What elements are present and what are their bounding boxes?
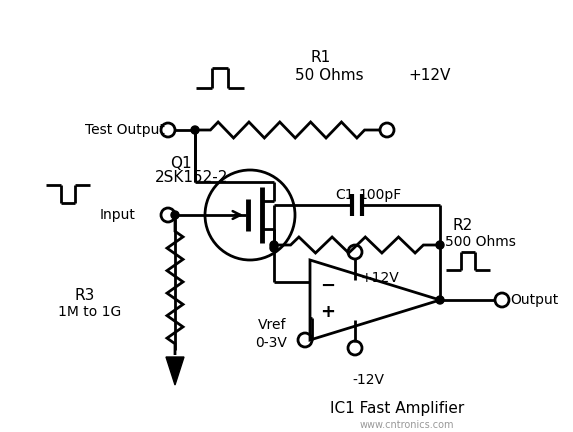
Circle shape (436, 296, 444, 304)
Text: 2SK152-2: 2SK152-2 (155, 171, 229, 185)
Text: +12V: +12V (360, 271, 399, 285)
Text: R3: R3 (75, 288, 95, 302)
Text: Test Output: Test Output (85, 123, 165, 137)
Circle shape (270, 244, 278, 252)
Text: 1M to 1G: 1M to 1G (58, 305, 121, 319)
Text: IC1 Fast Amplifier: IC1 Fast Amplifier (330, 400, 464, 416)
Text: Q1: Q1 (170, 156, 191, 171)
Text: +12V: +12V (408, 67, 450, 83)
Circle shape (270, 241, 278, 249)
Circle shape (191, 126, 199, 134)
Text: +: + (320, 303, 336, 321)
Text: C1: C1 (335, 188, 354, 202)
Circle shape (436, 241, 444, 249)
Text: 50 Ohms: 50 Ohms (295, 67, 364, 83)
Polygon shape (166, 357, 184, 385)
Text: 100pF: 100pF (358, 188, 401, 202)
Text: Input: Input (100, 208, 136, 222)
Text: R2: R2 (452, 217, 472, 232)
Text: 500 Ohms: 500 Ohms (445, 235, 516, 249)
Text: www.cntronics.com: www.cntronics.com (360, 420, 454, 430)
Text: Vref: Vref (258, 318, 286, 332)
Text: R1: R1 (310, 51, 330, 66)
Text: -12V: -12V (352, 373, 384, 387)
Text: −: − (320, 277, 336, 295)
Text: Output: Output (510, 293, 558, 307)
Circle shape (171, 211, 179, 219)
Text: 0-3V: 0-3V (255, 336, 287, 350)
